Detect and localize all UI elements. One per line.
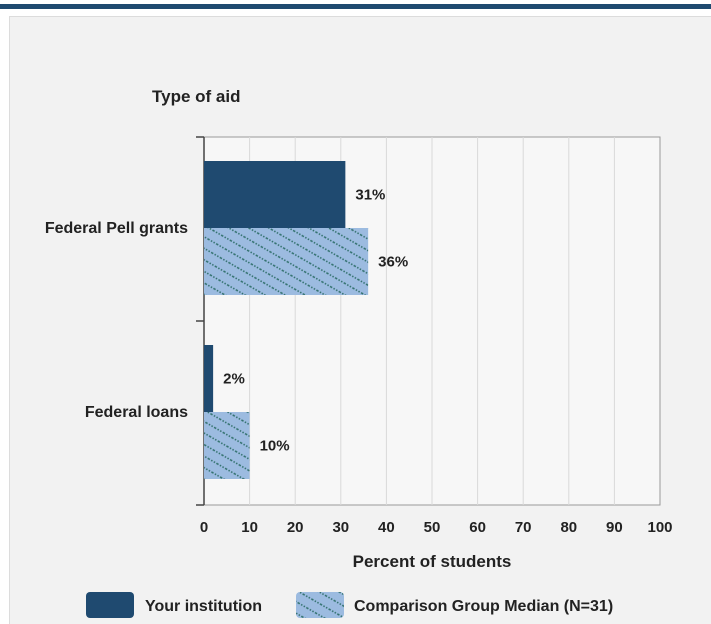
legend: Your institution Comparison Group Median…: [86, 592, 613, 618]
y-category-label: Federal loans: [85, 404, 188, 421]
x-tick-label: 0: [200, 519, 208, 536]
data-label: 31%: [355, 187, 385, 204]
bar-comparison-group: [204, 412, 250, 479]
bar-your-institution: [204, 345, 214, 412]
legend-label-your-institution: Your institution: [145, 598, 262, 615]
x-tick-label: 100: [647, 519, 672, 536]
x-tick-label: 60: [469, 519, 486, 536]
x-axis-title: Percent of students: [353, 552, 512, 571]
legend-label-comparison-group: Comparison Group Median (N=31): [354, 598, 613, 615]
x-tick-label: 80: [560, 519, 577, 536]
bar-comparison-group: [204, 228, 369, 295]
bar-your-institution: [204, 161, 346, 228]
chart-title: Type of aid: [152, 87, 240, 106]
legend-swatch-your-institution: [86, 592, 134, 618]
legend-swatch-comparison-group: [296, 592, 344, 618]
x-tick-label: 70: [515, 519, 532, 536]
x-tick-label: 10: [241, 519, 258, 536]
y-category-label: Federal Pell grants: [45, 220, 188, 237]
bars: 31% 36% 2% 10%: [204, 161, 408, 479]
data-label: 2%: [223, 371, 245, 388]
x-tick-label: 40: [378, 519, 395, 536]
x-tick-label: 30: [332, 519, 349, 536]
top-accent-bar: [0, 4, 711, 9]
x-tick-label: 50: [424, 519, 441, 536]
data-label: 10%: [260, 438, 290, 455]
gridlines: [249, 137, 615, 505]
data-label: 36%: [378, 254, 408, 271]
y-axis: Federal Pell grants Federal loans: [45, 136, 205, 506]
x-tick-label: 90: [606, 519, 623, 536]
x-axis-ticks: 0 10 20 30 40 50 60 70 80 90 100: [200, 519, 673, 536]
x-tick-label: 20: [287, 519, 304, 536]
